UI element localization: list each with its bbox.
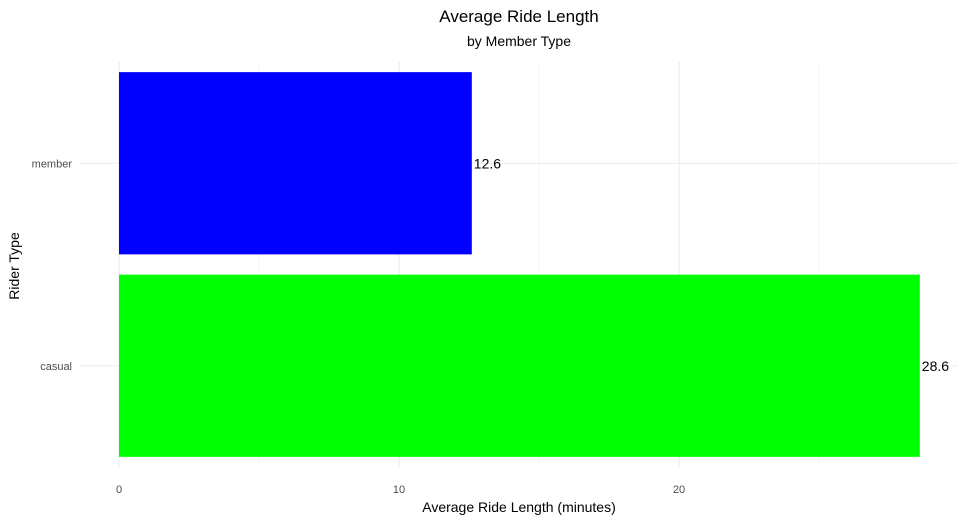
x-axis-title: Average Ride Length (minutes) [422, 499, 616, 515]
bar-casual [119, 274, 920, 457]
y-axis-title: Rider Type [6, 232, 22, 300]
y-tick-label-member: member [32, 158, 73, 170]
chart-title: Average Ride Length [439, 7, 598, 26]
bars-group [119, 72, 920, 457]
bar-member [119, 72, 472, 255]
y-axis-ticks: casual member [32, 158, 73, 373]
x-axis-ticks: 0 10 20 [116, 484, 685, 496]
data-labels-group: 28.6 12.6 [474, 155, 949, 374]
y-tick-label-casual: casual [40, 361, 72, 373]
chart-subtitle: by Member Type [467, 33, 571, 49]
x-tick-label: 20 [673, 484, 685, 496]
x-tick-label: 10 [393, 484, 405, 496]
data-label-casual: 28.6 [922, 358, 949, 374]
data-label-member: 12.6 [474, 155, 501, 171]
x-tick-label: 0 [116, 484, 122, 496]
